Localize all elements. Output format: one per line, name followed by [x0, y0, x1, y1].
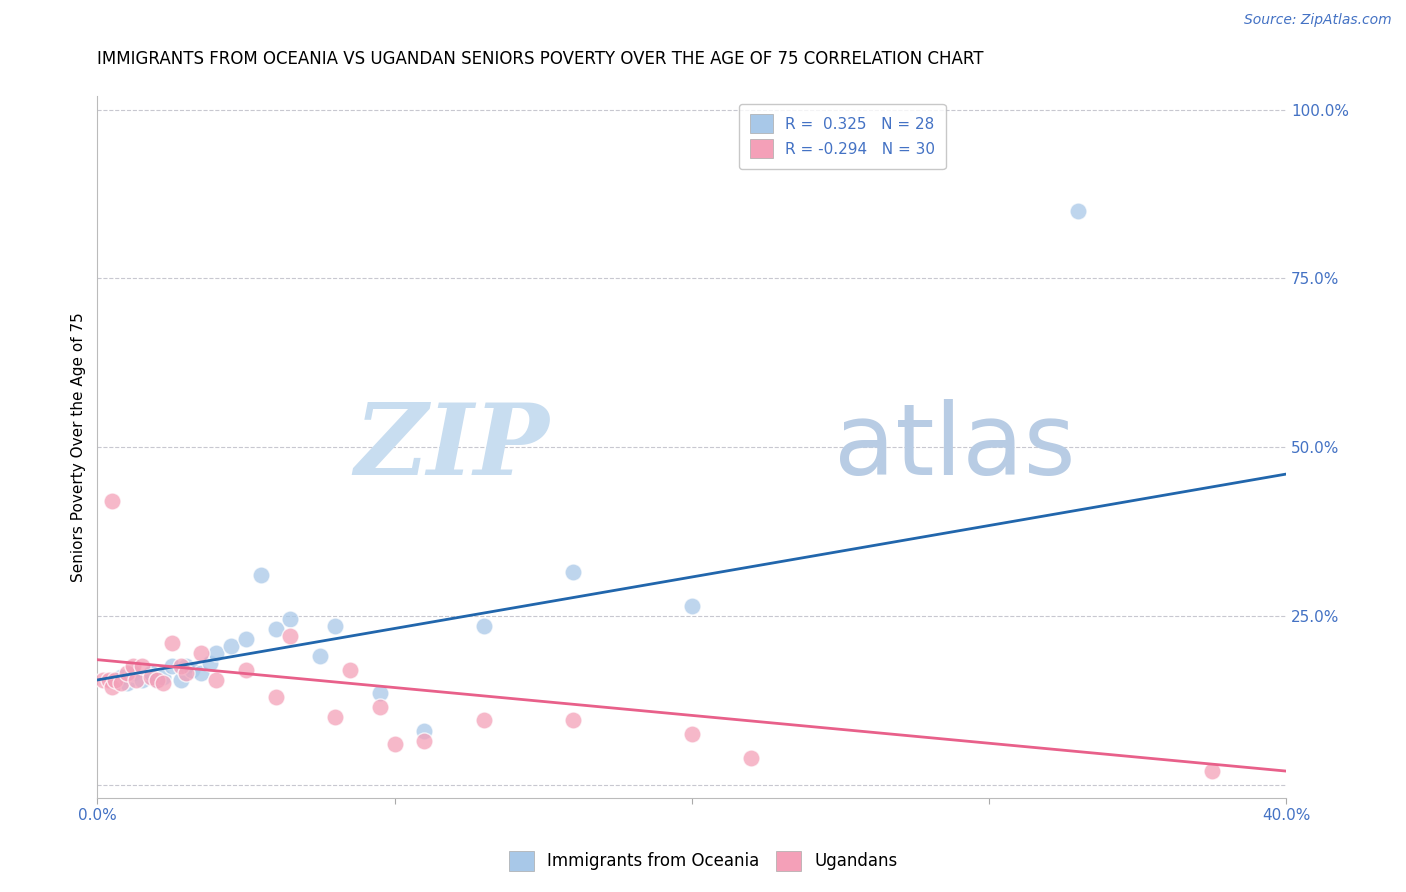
- Point: [181, 663, 204, 677]
- Point: [264, 690, 287, 704]
- Point: [125, 673, 148, 687]
- Point: [122, 666, 145, 681]
- Legend: Immigrants from Oceania, Ugandans: Immigrants from Oceania, Ugandans: [501, 842, 905, 880]
- Point: [472, 714, 495, 728]
- Text: Source: ZipAtlas.com: Source: ZipAtlas.com: [1244, 13, 1392, 28]
- Point: [169, 673, 191, 687]
- Point: [139, 669, 162, 683]
- Point: [235, 632, 257, 647]
- Point: [280, 612, 302, 626]
- Point: [561, 565, 583, 579]
- Point: [205, 673, 228, 687]
- Legend: R =  0.325   N = 28, R = -0.294   N = 30: R = 0.325 N = 28, R = -0.294 N = 30: [740, 103, 945, 169]
- Point: [104, 673, 127, 687]
- Point: [91, 673, 114, 687]
- Point: [110, 676, 132, 690]
- Point: [368, 700, 391, 714]
- Text: IMMIGRANTS FROM OCEANIA VS UGANDAN SENIORS POVERTY OVER THE AGE OF 75 CORRELATIO: IMMIGRANTS FROM OCEANIA VS UGANDAN SENIO…: [97, 50, 984, 68]
- Point: [146, 673, 169, 687]
- Point: [413, 733, 436, 747]
- Point: [146, 673, 169, 687]
- Point: [139, 666, 162, 681]
- Point: [339, 663, 361, 677]
- Point: [561, 714, 583, 728]
- Point: [176, 666, 198, 681]
- Y-axis label: Seniors Poverty Over the Age of 75: Seniors Poverty Over the Age of 75: [72, 312, 86, 582]
- Point: [160, 636, 183, 650]
- Point: [1067, 203, 1090, 218]
- Point: [190, 646, 212, 660]
- Point: [205, 646, 228, 660]
- Point: [280, 629, 302, 643]
- Point: [681, 727, 703, 741]
- Point: [169, 659, 191, 673]
- Text: atlas: atlas: [834, 399, 1076, 496]
- Point: [1201, 764, 1223, 778]
- Point: [101, 673, 124, 687]
- Point: [110, 669, 132, 683]
- Point: [740, 750, 762, 764]
- Point: [160, 659, 183, 673]
- Point: [413, 723, 436, 738]
- Point: [122, 659, 145, 673]
- Point: [323, 710, 346, 724]
- Point: [249, 568, 271, 582]
- Point: [131, 673, 153, 687]
- Text: ZIP: ZIP: [354, 399, 548, 495]
- Point: [235, 663, 257, 677]
- Point: [219, 639, 242, 653]
- Point: [264, 623, 287, 637]
- Point: [98, 673, 121, 687]
- Point: [681, 599, 703, 613]
- Point: [101, 680, 124, 694]
- Point: [368, 686, 391, 700]
- Point: [152, 669, 174, 683]
- Point: [200, 656, 222, 670]
- Point: [115, 676, 138, 690]
- Point: [384, 737, 406, 751]
- Point: [131, 659, 153, 673]
- Point: [101, 494, 124, 508]
- Point: [115, 666, 138, 681]
- Point: [309, 649, 332, 664]
- Point: [323, 619, 346, 633]
- Point: [190, 666, 212, 681]
- Point: [152, 676, 174, 690]
- Point: [472, 619, 495, 633]
- Point: [176, 659, 198, 673]
